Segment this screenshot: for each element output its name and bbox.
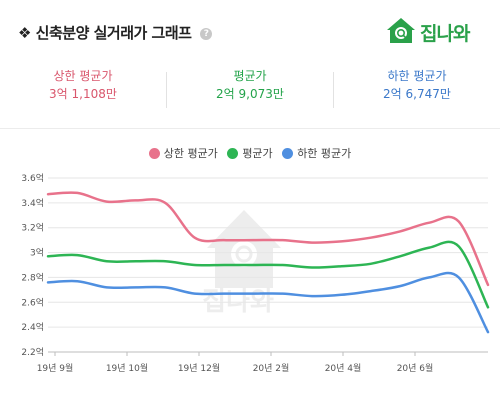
legend-label: 상한 평균가 (163, 147, 218, 160)
watermark: 집나와 (202, 210, 281, 317)
stat-value: 2억 6,747만 (383, 87, 451, 101)
price-summary: 상한 평균가 3억 1,108만 평균가 2억 9,073만 하한 평균가 2억… (0, 68, 500, 114)
stat-value: 3억 1,108만 (49, 87, 117, 101)
page-title-text: ❖ 신축분양 실거래가 그래프 (18, 24, 192, 42)
stat-label: 평균가 (233, 69, 267, 83)
y-tick-label: 3.2억 (21, 222, 44, 234)
x-tick-label: 19년 9월 (37, 362, 74, 374)
legend-label: 평균가 (242, 147, 273, 160)
legend-swatch (282, 147, 294, 159)
chart-legend: 상한 평균가 평균가 하한 평균가 (0, 145, 500, 161)
stat-upper-average: 상한 평균가 3억 1,108만 (0, 68, 166, 102)
legend-item-average[interactable]: 평균가 (227, 145, 273, 161)
y-tick-label: 2.4억 (21, 321, 44, 333)
series-line-0[interactable] (46, 191, 490, 287)
stat-average: 평균가 2억 9,073만 (167, 68, 333, 102)
y-tick-label: 2.2억 (21, 346, 44, 358)
price-line-chart: 상한 평균가 평균가 하한 평균가 집나와 2.2억 2.4억 2.6억 2.8억 3억… (0, 130, 500, 405)
chart-plot: 집나와 2.2억 2.4억 2.6억 2.8억 3억 3.2억 3.4억 3.6억 19년 9… (21, 172, 490, 374)
y-tick-label: 3.6억 (21, 172, 44, 184)
stat-value: 2억 9,073만 (216, 87, 284, 101)
y-tick-label: 2.8억 (21, 271, 44, 283)
stat-lower-average: 하한 평균가 2억 6,747만 (334, 68, 500, 102)
legend-item-lower[interactable]: 하한 평균가 (282, 145, 351, 161)
y-tick-label: 2.6억 (21, 296, 44, 308)
x-tick-label: 20년 4월 (325, 362, 362, 374)
legend-label: 하한 평균가 (297, 147, 352, 160)
logo: 집나와 (384, 16, 482, 46)
stat-label: 하한 평균가 (387, 69, 447, 83)
stat-divider (333, 72, 334, 108)
series-line-1[interactable] (46, 240, 490, 309)
legend-swatch (148, 147, 160, 159)
y-tick-label: 3억 (30, 247, 44, 259)
stat-label: 상한 평균가 (53, 69, 113, 83)
series-line-2[interactable] (46, 271, 490, 334)
x-tick-label: 19년 10월 (106, 362, 148, 374)
help-icon[interactable]: ? (200, 27, 213, 40)
house-logo-icon (387, 18, 415, 43)
logo-text: 집나와 (420, 23, 470, 45)
section-divider (0, 128, 500, 129)
stat-divider (166, 72, 167, 108)
page-title: ❖ 신축분양 실거래가 그래프 ? (18, 22, 213, 43)
legend-swatch (227, 147, 239, 159)
x-tick-label: 19년 12월 (178, 362, 220, 374)
x-tick-label: 20년 2월 (253, 362, 290, 374)
header: ❖ 신축분양 실거래가 그래프 ? 집나와 (0, 0, 500, 58)
legend-item-upper[interactable]: 상한 평균가 (148, 145, 218, 161)
y-tick-label: 3.4억 (21, 197, 44, 209)
x-tick-label: 20년 6월 (397, 362, 434, 374)
